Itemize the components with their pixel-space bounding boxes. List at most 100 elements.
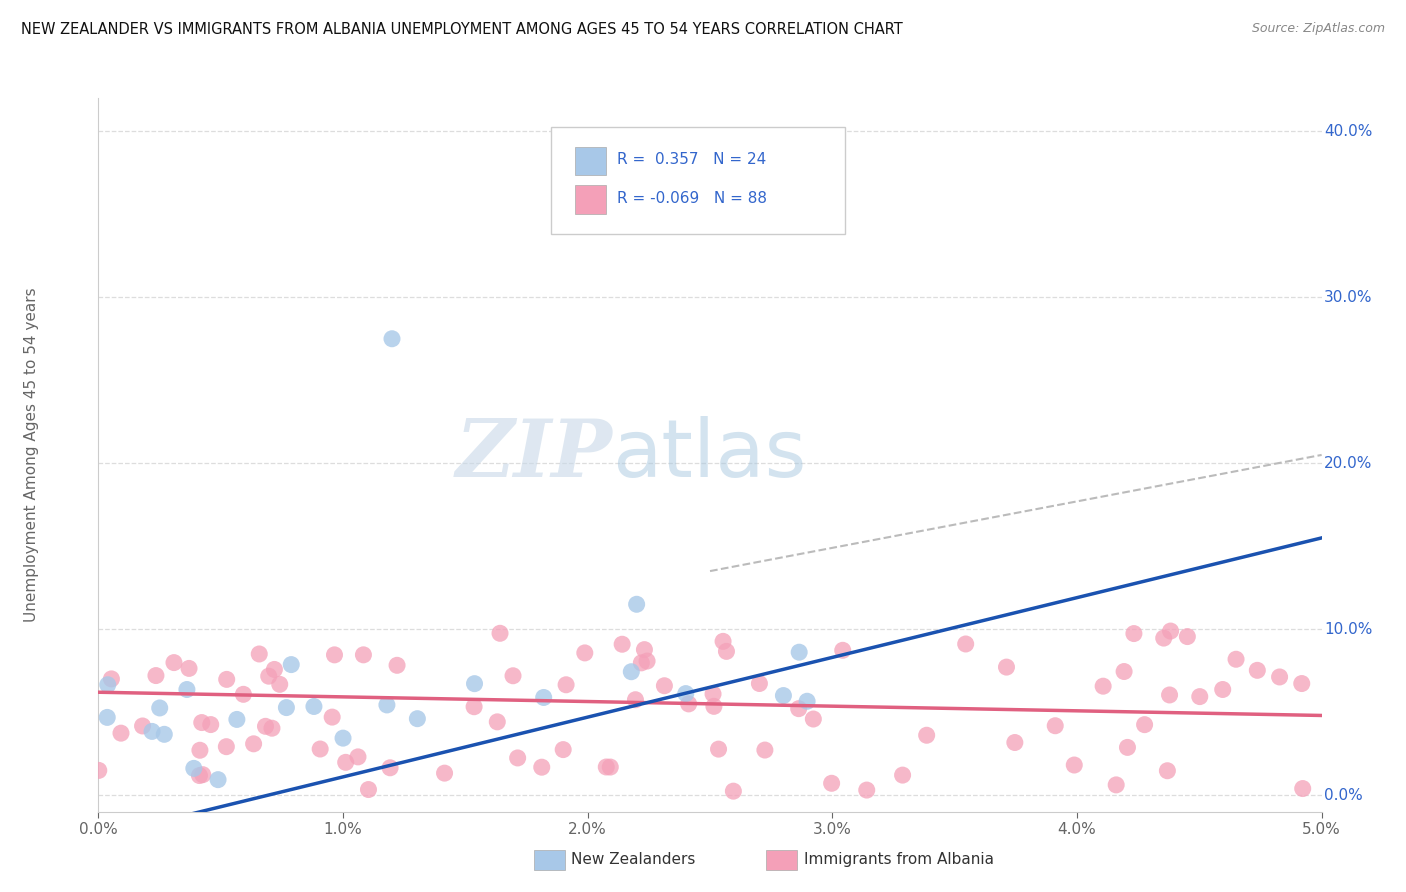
Point xyxy=(352,648,374,662)
Point xyxy=(787,701,810,715)
Point xyxy=(347,750,370,764)
Point xyxy=(97,678,120,692)
Point xyxy=(215,739,238,754)
Point xyxy=(191,767,214,781)
Point xyxy=(176,682,198,697)
Point xyxy=(188,768,211,782)
Point xyxy=(748,676,770,690)
Point xyxy=(1188,690,1211,704)
Point xyxy=(754,743,776,757)
Point xyxy=(955,637,977,651)
Text: ZIP: ZIP xyxy=(456,417,612,493)
Point xyxy=(506,751,529,765)
Point xyxy=(831,643,853,657)
Text: Immigrants from Albania: Immigrants from Albania xyxy=(804,853,994,867)
Point xyxy=(855,783,877,797)
FancyBboxPatch shape xyxy=(551,127,845,234)
Point xyxy=(257,669,280,683)
Text: R = -0.069   N = 88: R = -0.069 N = 88 xyxy=(617,191,768,205)
Point xyxy=(188,743,211,757)
Point xyxy=(215,673,238,687)
Point xyxy=(335,756,357,770)
Point xyxy=(378,761,401,775)
Point xyxy=(225,713,247,727)
Point xyxy=(553,742,575,756)
Text: 40.0%: 40.0% xyxy=(1324,124,1372,139)
Point xyxy=(489,626,512,640)
Point xyxy=(1156,764,1178,778)
Point xyxy=(207,772,229,787)
Point xyxy=(163,656,186,670)
Point xyxy=(620,665,643,679)
Point xyxy=(1225,652,1247,666)
Point xyxy=(703,699,725,714)
Point xyxy=(502,669,524,683)
Point xyxy=(702,687,724,701)
Point xyxy=(633,642,655,657)
Bar xyxy=(575,186,606,214)
Text: Source: ZipAtlas.com: Source: ZipAtlas.com xyxy=(1251,22,1385,36)
Point xyxy=(636,654,658,668)
Point xyxy=(1063,758,1085,772)
Point xyxy=(595,760,617,774)
Point xyxy=(1045,719,1067,733)
Point xyxy=(772,689,794,703)
Point xyxy=(433,766,456,780)
Point xyxy=(891,768,914,782)
Point xyxy=(357,782,380,797)
Point xyxy=(574,646,596,660)
Point xyxy=(385,658,408,673)
Point xyxy=(820,776,842,790)
Point xyxy=(1116,740,1139,755)
Point xyxy=(1291,676,1313,690)
Text: New Zealanders: New Zealanders xyxy=(571,853,695,867)
Point xyxy=(599,760,621,774)
Point xyxy=(96,710,118,724)
Point xyxy=(190,715,212,730)
Point xyxy=(801,712,824,726)
Point xyxy=(654,679,676,693)
Point xyxy=(530,760,553,774)
Point xyxy=(247,647,270,661)
Point xyxy=(323,648,346,662)
Point xyxy=(242,737,264,751)
Point xyxy=(1004,735,1026,749)
Point xyxy=(630,656,652,670)
Point xyxy=(332,731,354,746)
Point xyxy=(269,677,291,691)
Point xyxy=(1105,778,1128,792)
Point xyxy=(1160,624,1182,638)
Point xyxy=(321,710,343,724)
Point xyxy=(555,678,578,692)
Point xyxy=(254,719,277,733)
Text: R =  0.357   N = 24: R = 0.357 N = 24 xyxy=(617,152,766,167)
Point xyxy=(716,644,738,658)
Point xyxy=(678,697,700,711)
Text: 0.0%: 0.0% xyxy=(1324,788,1362,803)
Point xyxy=(533,690,555,705)
Point xyxy=(463,699,485,714)
Point xyxy=(624,692,647,706)
Point xyxy=(787,645,810,659)
Point xyxy=(1292,781,1315,796)
Point xyxy=(302,699,325,714)
Point xyxy=(145,668,167,682)
Point xyxy=(1122,626,1144,640)
Point xyxy=(915,728,938,742)
Point xyxy=(1175,630,1198,644)
Point xyxy=(463,676,485,690)
Point xyxy=(1133,717,1156,731)
Point xyxy=(1092,679,1115,693)
Point xyxy=(486,714,509,729)
Point xyxy=(1153,631,1175,645)
Point xyxy=(675,687,697,701)
Text: NEW ZEALANDER VS IMMIGRANTS FROM ALBANIA UNEMPLOYMENT AMONG AGES 45 TO 54 YEARS : NEW ZEALANDER VS IMMIGRANTS FROM ALBANIA… xyxy=(21,22,903,37)
Text: Unemployment Among Ages 45 to 54 years: Unemployment Among Ages 45 to 54 years xyxy=(24,287,38,623)
Point xyxy=(1212,682,1234,697)
Point xyxy=(995,660,1018,674)
Point xyxy=(149,701,172,715)
Point xyxy=(280,657,302,672)
Point xyxy=(610,637,633,651)
Point xyxy=(723,784,745,798)
Point xyxy=(200,717,222,731)
